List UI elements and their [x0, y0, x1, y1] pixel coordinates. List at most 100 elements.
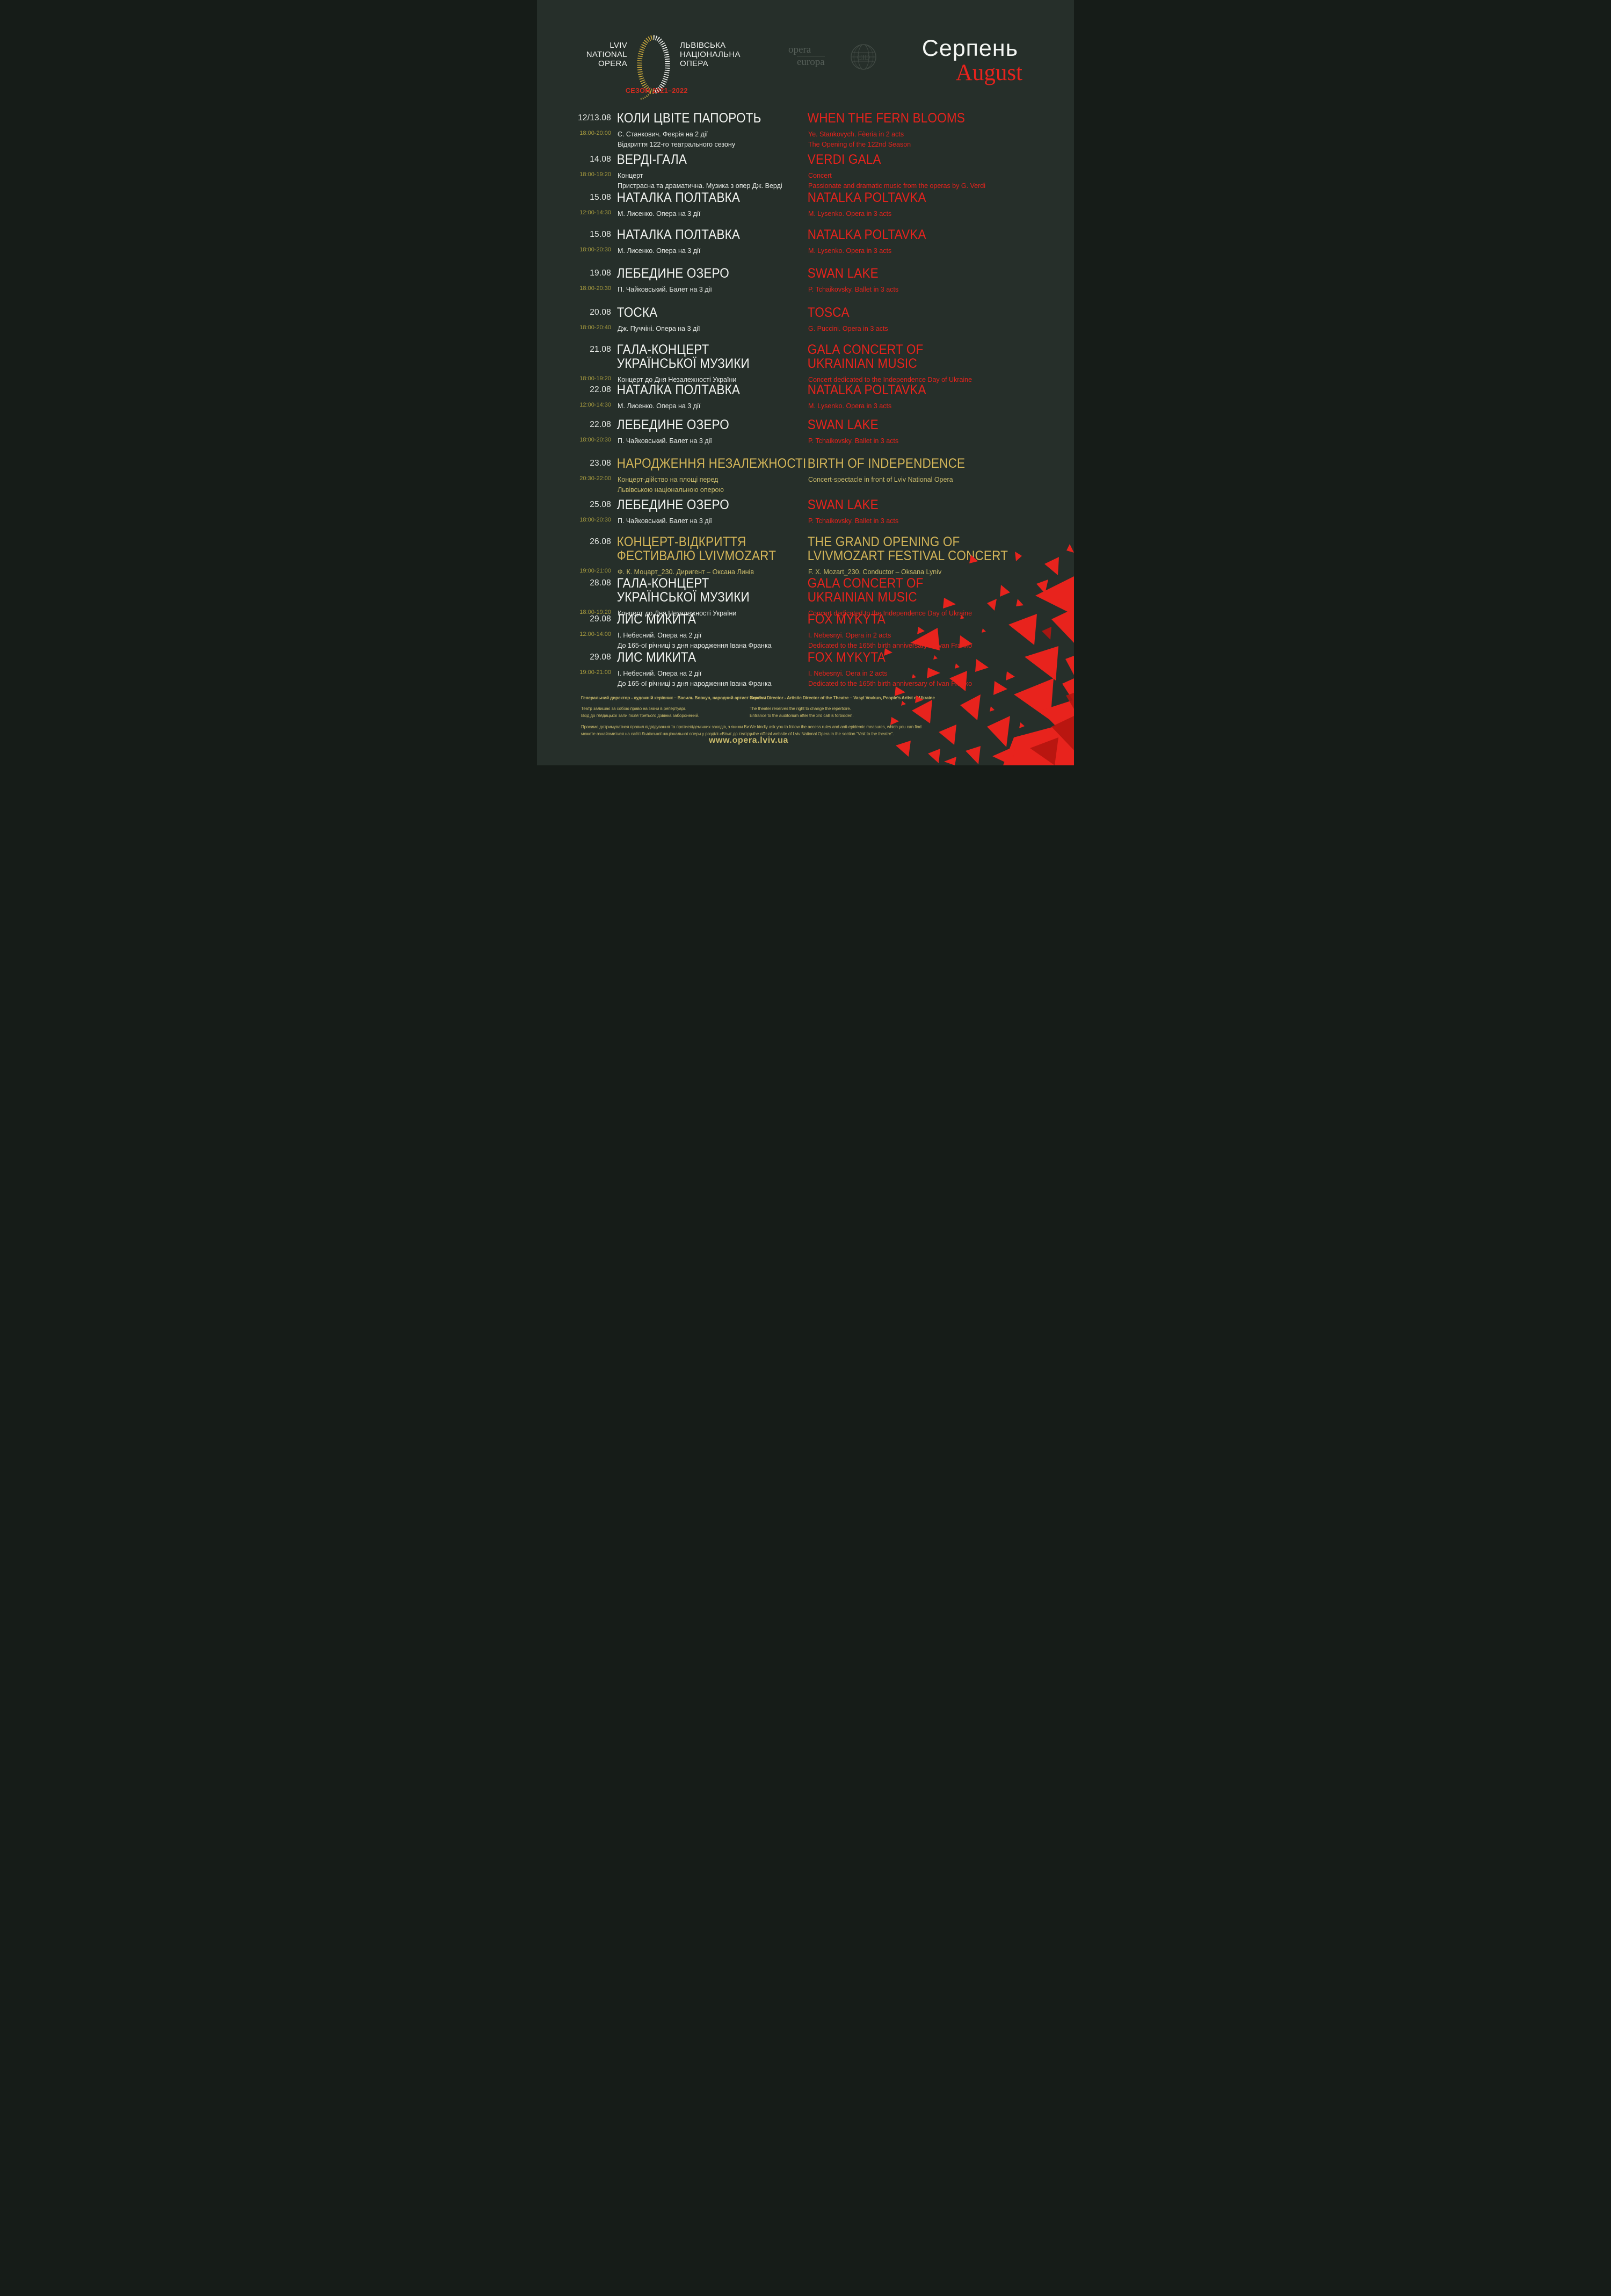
event-title-en: NATALKA POLTAVKA	[807, 227, 926, 242]
event-title-en: GALA CONCERT OF UKRAINIAN MUSIC	[807, 342, 924, 371]
event-title-uk: ЛИС МИКИТА	[616, 650, 696, 665]
event-row: 22.08 12:00-14:30 НАТАЛКА ПОЛТАВКА NATAL…	[537, 383, 1049, 411]
event-title-uk: ЛИС МИКИТА	[616, 612, 696, 627]
event-time: 12:00-14:30	[579, 209, 611, 216]
logo-line: LVIV	[609, 41, 627, 50]
event-title-uk: НАТАЛКА ПОЛТАВКА	[616, 227, 741, 242]
event-date: 19.08	[590, 269, 611, 278]
event-date: 29.08	[590, 614, 611, 624]
event-date: 20.08	[590, 308, 611, 317]
event-date: 21.08	[590, 345, 611, 354]
event-desc-en: G. Puccini. Opera in 3 acts	[808, 325, 888, 332]
footer-line: Просимо дотримуватися правил відвідуванн…	[581, 725, 749, 729]
event-date: 22.08	[590, 385, 611, 394]
event-time: 19:00-21:00	[579, 568, 611, 574]
event-desc-en: P. Tchaikovsky. Ballet in 3 acts	[808, 517, 899, 525]
event-row: 22.08 18:00-20:30 ЛЕБЕДИНЕ ОЗЕРО SWAN LA…	[537, 418, 1049, 446]
event-title-uk: ГАЛА-КОНЦЕРТ УКРАЇНСЬКОЇ МУЗИКИ	[616, 342, 750, 371]
event-row: 29.08 19:00-21:00 ЛИС МИКИТА FOX MYKYTA …	[537, 650, 1049, 689]
season-label: СЕЗОН 2021–2022	[626, 87, 688, 95]
footer-director-uk: Генеральний директор - художній керівник…	[581, 696, 766, 700]
event-title-uk: НАТАЛКА ПОЛТАВКА	[616, 190, 741, 205]
event-desc-en: Concert dedicated to the Independence Da…	[808, 610, 973, 617]
event-date: 28.08	[590, 578, 611, 588]
website-link[interactable]: www.opera.lviv.ua	[709, 736, 789, 745]
event-title-en: FOX MYKYTA	[807, 612, 886, 627]
footer-line: Театр залишає за собою право на зміни в …	[581, 706, 686, 711]
event-title-en: NATALKA POLTAVKA	[807, 190, 926, 205]
event-title-en: SWAN LAKE	[807, 497, 879, 512]
event-time: 12:00-14:00	[579, 631, 611, 638]
event-desc-uk: М. Лисенко. Опера на 3 дії	[618, 402, 701, 410]
event-date: 22.08	[590, 420, 611, 429]
footer-line: Entrance to the auditorium after the 3rd…	[750, 713, 854, 718]
event-date: 15.08	[590, 230, 611, 239]
opera-europa-logo: opera europa	[788, 45, 825, 67]
event-desc-en: P. Tchaikovsky. Ballet in 3 acts	[808, 437, 899, 445]
logo-line: OPERA	[598, 59, 627, 68]
event-title-en: TOSCA	[807, 305, 850, 320]
event-date: 12/13.08	[578, 113, 611, 122]
event-desc-uk: М. Лисенко. Опера на 3 дії	[618, 247, 701, 255]
logo-text-uk: ЛЬВІВСЬКА НАЦІОНАЛЬНА ОПЕРА	[680, 41, 741, 68]
event-row: 14.08 18:00-19:20 ВЕРДІ-ГАЛА VERDI GALA …	[537, 153, 1049, 191]
event-title-uk: НАРОДЖЕННЯ НЕЗАЛЕЖНОСТІ	[616, 456, 807, 471]
event-desc-uk: Концерт Пристрасна та драматична. Музика …	[618, 172, 782, 190]
footer-note-uk: Генеральний директор - художній керівник…	[581, 694, 766, 737]
event-desc-uk: Концерт-дійство на площі перед Львівською…	[618, 476, 724, 494]
event-title-uk: НАТАЛКА ПОЛТАВКА	[616, 382, 741, 397]
event-desc-uk: Концерт до Дня Незалежності України	[618, 610, 737, 617]
event-desc-uk: Є. Станкович. Феєрія на 2 дії Відкриття 1…	[618, 131, 736, 148]
event-desc-en: M. Lysenko. Opera in 3 acts	[808, 402, 892, 410]
event-title-uk: ГАЛА-КОНЦЕРТ УКРАЇНСЬКОЇ МУЗИКИ	[616, 576, 750, 605]
month-block: Серпень August	[922, 37, 1022, 85]
footer-line: n the official website of Lviv National …	[750, 731, 894, 736]
event-row: 20.08 18:00-20:40 ТОСКА TOSCA Дж. Пуччін…	[537, 306, 1049, 334]
logo-line: NATIONAL	[586, 50, 627, 59]
event-date: 29.08	[590, 653, 611, 662]
footer-director-en: General Director - Artistic Director of …	[750, 696, 935, 700]
event-title-uk: КОНЦЕРТ-ВІДКРИТТЯ ФЕСТИВАЛЮ LVIVMOZART	[616, 534, 777, 563]
event-desc-en: M. Lysenko. Opera in 3 acts	[808, 210, 892, 218]
logo-line: ОПЕРА	[680, 59, 708, 68]
event-time: 18:00-20:40	[579, 324, 611, 331]
event-desc-uk: Ф. К. Моцарт_230. Диригент – Оксана Лині…	[618, 568, 754, 576]
svg-text:CID: CID	[857, 54, 870, 62]
footer-line: Вхід до глядацької зали після третього д…	[581, 713, 699, 718]
poster: LVIV NATIONAL OPERA ЛЬВІВСЬКА НАЦІОНАЛЬН…	[537, 0, 1074, 765]
event-time: 20:30-22:00	[579, 475, 611, 482]
event-title-uk: ВЕРДІ-ГАЛА	[616, 152, 687, 167]
event-time: 18:00-20:30	[579, 437, 611, 443]
event-time: 12:00-14:30	[579, 402, 611, 408]
event-time: 18:00-20:30	[579, 517, 611, 523]
event-row: 26.08 19:00-21:00 КОНЦЕРТ-ВІДКРИТТЯ ФЕСТИ…	[537, 535, 1049, 577]
footer-line: можете ознайомитися на сайті Львівської …	[581, 731, 756, 736]
event-row: 29.08 12:00-14:00 ЛИС МИКИТА FOX MYKYTA …	[537, 612, 1049, 651]
event-title-en: FOX MYKYTA	[807, 650, 886, 665]
event-desc-uk: І. Небесний. Опера на 2 дії До 165-ої річ…	[618, 632, 772, 649]
event-date: 15.08	[590, 193, 611, 202]
event-desc-en: Concert-spectacle in front of Lviv Natio…	[808, 476, 953, 483]
event-time: 18:00-19:20	[579, 609, 611, 615]
event-title-en: GALA CONCERT OF UKRAINIAN MUSIC	[807, 576, 924, 605]
opera-europa-line: opera	[788, 44, 811, 55]
event-time: 18:00-20:30	[579, 285, 611, 292]
triangle-decoration	[884, 544, 1074, 765]
event-date: 26.08	[590, 537, 611, 546]
logo-text-en: LVIV NATIONAL OPERA	[565, 41, 627, 68]
event-desc-uk: Концерт до Дня Незалежності України	[618, 376, 737, 383]
cid-unesco-globe-icon: CID	[851, 44, 876, 70]
event-title-uk: КОЛИ ЦВІТЕ ПАПОРОТЬ	[616, 111, 761, 126]
logo-line: НАЦІОНАЛЬНА	[680, 50, 741, 59]
event-time: 18:00-19:20	[579, 171, 611, 178]
event-title-en: SWAN LAKE	[807, 417, 879, 432]
event-row: 12/13.08 18:00-20:00 КОЛИ ЦВІТЕ ПАПОРОТЬ…	[537, 111, 1049, 150]
event-desc-en: Concert dedicated to the Independence Da…	[808, 376, 973, 383]
event-title-en: WHEN THE FERN BLOOMS	[807, 111, 966, 126]
event-row: 15.08 18:00-20:30 НАТАЛКА ПОЛТАВКА NATAL…	[537, 228, 1049, 256]
event-title-en: NATALKA POLTAVKA	[807, 382, 926, 397]
event-title-en: SWAN LAKE	[807, 266, 879, 281]
event-time: 18:00-19:20	[579, 375, 611, 382]
event-date: 25.08	[590, 500, 611, 509]
event-desc-en: P. Tchaikovsky. Ballet in 3 acts	[808, 286, 899, 293]
